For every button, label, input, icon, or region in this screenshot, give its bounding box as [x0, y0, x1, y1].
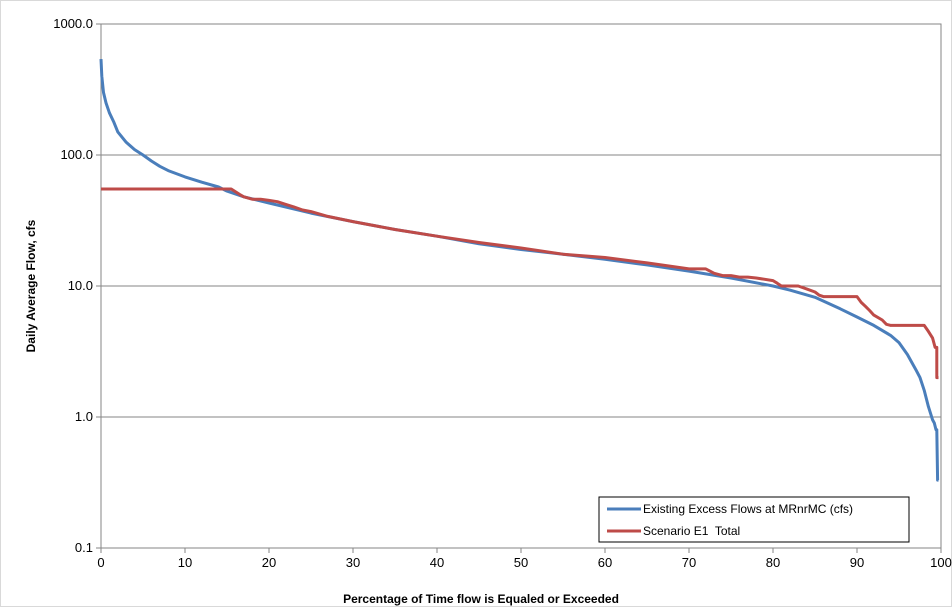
y-tick-label: 10.0 [68, 278, 93, 293]
x-tick-label: 0 [97, 555, 104, 570]
y-tick-label: 1.0 [75, 409, 93, 424]
y-tick-label: 0.1 [75, 540, 93, 555]
series-lines [99, 59, 940, 482]
x-tick-label: 50 [514, 555, 528, 570]
series-line-scenario [101, 187, 939, 380]
x-tick-label: 10 [178, 555, 192, 570]
gridlines [101, 154, 941, 418]
x-tick-label: 70 [682, 555, 696, 570]
x-tick-label: 40 [430, 555, 444, 570]
legend-box [598, 496, 910, 543]
x-tick-label: 30 [346, 555, 360, 570]
x-tick-label: 100 [930, 555, 952, 570]
x-tick-label: 90 [850, 555, 864, 570]
legend: Existing Excess Flows at MRnrMC (cfs) Sc… [598, 496, 910, 543]
x-axis-ticks: 0 10 20 30 40 50 60 70 80 90 100 [97, 548, 952, 570]
x-tick-label: 60 [598, 555, 612, 570]
legend-label-existing: Existing Excess Flows at MRnrMC (cfs) [643, 502, 853, 516]
y-axis-ticks: 1000.0 100.0 10.0 1.0 0.1 [53, 16, 101, 555]
x-axis-title: Percentage of Time flow is Equaled or Ex… [343, 592, 619, 606]
x-tick-label: 80 [766, 555, 780, 570]
y-tick-label: 1000.0 [53, 16, 93, 31]
y-axis-title: Daily Average Flow, cfs [24, 219, 38, 352]
x-tick-label: 20 [262, 555, 276, 570]
legend-label-scenario: Scenario E1 Total [643, 524, 740, 538]
y-tick-label: 100.0 [60, 147, 93, 162]
